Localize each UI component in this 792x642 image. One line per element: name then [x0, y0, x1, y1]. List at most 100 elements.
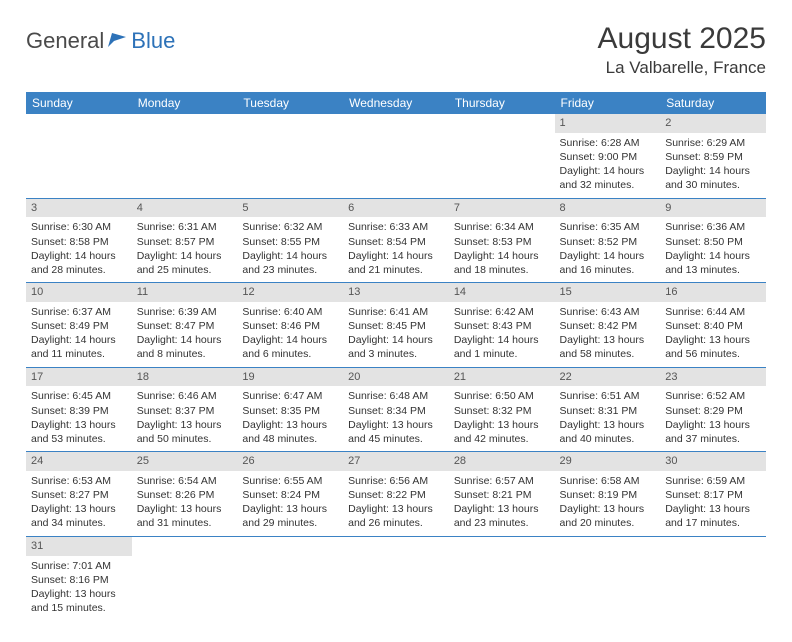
day-number: 15	[555, 283, 661, 302]
calendar-empty-cell	[237, 536, 343, 620]
day-detail-line: Sunset: 8:27 PM	[31, 488, 127, 502]
day-number	[660, 537, 766, 556]
calendar-day-cell: 16Sunrise: 6:44 AMSunset: 8:40 PMDayligh…	[660, 283, 766, 368]
calendar-week-row: 10Sunrise: 6:37 AMSunset: 8:49 PMDayligh…	[26, 283, 766, 368]
day-number: 14	[449, 283, 555, 302]
day-detail-line: Sunset: 8:50 PM	[665, 235, 761, 249]
day-detail-line: Sunset: 8:16 PM	[31, 573, 127, 587]
day-header: Tuesday	[237, 92, 343, 114]
day-detail-line: and 32 minutes.	[560, 178, 656, 192]
day-details: Sunrise: 6:29 AMSunset: 8:59 PMDaylight:…	[660, 133, 766, 198]
day-detail-line: and 18 minutes.	[454, 263, 550, 277]
day-details: Sunrise: 6:32 AMSunset: 8:55 PMDaylight:…	[237, 217, 343, 282]
day-detail-line: Sunset: 8:47 PM	[137, 319, 233, 333]
day-detail-line: Sunrise: 6:54 AM	[137, 474, 233, 488]
day-detail-line: Sunset: 8:43 PM	[454, 319, 550, 333]
day-header: Saturday	[660, 92, 766, 114]
day-details: Sunrise: 6:48 AMSunset: 8:34 PMDaylight:…	[343, 386, 449, 451]
day-number: 27	[343, 452, 449, 471]
day-details: Sunrise: 6:54 AMSunset: 8:26 PMDaylight:…	[132, 471, 238, 536]
day-header: Thursday	[449, 92, 555, 114]
day-details: Sunrise: 6:35 AMSunset: 8:52 PMDaylight:…	[555, 217, 661, 282]
day-detail-line: Sunrise: 6:46 AM	[137, 389, 233, 403]
day-detail-line: Daylight: 14 hours	[665, 164, 761, 178]
calendar-day-cell: 31Sunrise: 7:01 AMSunset: 8:16 PMDayligh…	[26, 536, 132, 620]
day-number	[132, 537, 238, 556]
day-detail-line: and 48 minutes.	[242, 432, 338, 446]
day-number: 12	[237, 283, 343, 302]
day-details	[132, 556, 238, 564]
calendar-day-cell: 28Sunrise: 6:57 AMSunset: 8:21 PMDayligh…	[449, 452, 555, 537]
day-details: Sunrise: 6:52 AMSunset: 8:29 PMDaylight:…	[660, 386, 766, 451]
day-detail-line: Sunset: 8:29 PM	[665, 404, 761, 418]
day-details	[343, 133, 449, 141]
day-header: Monday	[132, 92, 238, 114]
day-number: 20	[343, 368, 449, 387]
day-number: 25	[132, 452, 238, 471]
day-detail-line: Daylight: 13 hours	[665, 418, 761, 432]
calendar-day-cell: 29Sunrise: 6:58 AMSunset: 8:19 PMDayligh…	[555, 452, 661, 537]
day-detail-line: Sunrise: 7:01 AM	[31, 559, 127, 573]
calendar-day-cell: 11Sunrise: 6:39 AMSunset: 8:47 PMDayligh…	[132, 283, 238, 368]
calendar-day-cell: 15Sunrise: 6:43 AMSunset: 8:42 PMDayligh…	[555, 283, 661, 368]
day-details: Sunrise: 6:56 AMSunset: 8:22 PMDaylight:…	[343, 471, 449, 536]
day-detail-line: and 50 minutes.	[137, 432, 233, 446]
calendar-body: 1Sunrise: 6:28 AMSunset: 9:00 PMDaylight…	[26, 114, 766, 620]
day-detail-line: and 42 minutes.	[454, 432, 550, 446]
day-details: Sunrise: 6:51 AMSunset: 8:31 PMDaylight:…	[555, 386, 661, 451]
day-detail-line: Sunset: 9:00 PM	[560, 150, 656, 164]
day-detail-line: Sunset: 8:31 PM	[560, 404, 656, 418]
day-detail-line: Sunrise: 6:29 AM	[665, 136, 761, 150]
calendar-day-cell: 24Sunrise: 6:53 AMSunset: 8:27 PMDayligh…	[26, 452, 132, 537]
day-details: Sunrise: 6:50 AMSunset: 8:32 PMDaylight:…	[449, 386, 555, 451]
day-detail-line: and 53 minutes.	[31, 432, 127, 446]
day-details: Sunrise: 6:57 AMSunset: 8:21 PMDaylight:…	[449, 471, 555, 536]
day-detail-line: and 28 minutes.	[31, 263, 127, 277]
calendar-day-cell: 14 Sunrise: 6:42 AMSunset: 8:43 PMDayligh…	[449, 283, 555, 368]
day-details	[132, 133, 238, 141]
day-detail-line: Sunrise: 6:57 AM	[454, 474, 550, 488]
day-details: Sunrise: 6:36 AMSunset: 8:50 PMDaylight:…	[660, 217, 766, 282]
day-detail-line: and 30 minutes.	[665, 178, 761, 192]
day-detail-line: and 13 minutes.	[665, 263, 761, 277]
title-block: August 2025 La Valbarelle, France	[598, 22, 766, 78]
day-details: Sunrise: 6:40 AMSunset: 8:46 PMDaylight:…	[237, 302, 343, 367]
calendar-day-cell: 2Sunrise: 6:29 AMSunset: 8:59 PMDaylight…	[660, 114, 766, 198]
day-detail-line: Daylight: 13 hours	[242, 418, 338, 432]
day-detail-line: and 17 minutes.	[665, 516, 761, 530]
day-number: 13	[343, 283, 449, 302]
day-number	[343, 537, 449, 556]
day-detail-line: Sunset: 8:57 PM	[137, 235, 233, 249]
day-detail-line: Daylight: 14 hours	[137, 249, 233, 263]
day-number: 24	[26, 452, 132, 471]
day-details: Sunrise: 6:37 AMSunset: 8:49 PMDaylight:…	[26, 302, 132, 367]
day-details	[449, 133, 555, 141]
day-detail-line: Sunrise: 6:42 AM	[454, 305, 550, 319]
day-number	[237, 114, 343, 133]
day-details: Sunrise: 6:30 AMSunset: 8:58 PMDaylight:…	[26, 217, 132, 282]
day-detail-line: Sunrise: 6:53 AM	[31, 474, 127, 488]
day-detail-line: Sunset: 8:37 PM	[137, 404, 233, 418]
calendar-week-row: 24 Sunrise: 6:53 AMSunset: 8:27 PM Dayligh…	[26, 452, 766, 537]
day-detail-line: Daylight: 13 hours	[560, 333, 656, 347]
calendar-day-cell: 6Sunrise: 6:33 AMSunset: 8:54 PMDaylight…	[343, 198, 449, 283]
day-detail-line: Sunset: 8:17 PM	[665, 488, 761, 502]
day-detail-line: and 3 minutes.	[348, 347, 444, 361]
month-title: August 2025	[598, 22, 766, 56]
day-details: Sunrise: 6:59 AMSunset: 8:17 PMDaylight:…	[660, 471, 766, 536]
day-details	[555, 556, 661, 564]
calendar-day-cell: 1Sunrise: 6:28 AMSunset: 9:00 PMDaylight…	[555, 114, 661, 198]
day-detail-line: Sunset: 8:19 PM	[560, 488, 656, 502]
day-number: 10	[26, 283, 132, 302]
day-detail-line: Daylight: 14 hours	[454, 333, 550, 347]
day-number: 31	[26, 537, 132, 556]
day-number	[26, 114, 132, 133]
day-detail-line: Daylight: 13 hours	[137, 418, 233, 432]
day-detail-line: Sunrise: 6:37 AM	[31, 305, 127, 319]
day-header: Wednesday	[343, 92, 449, 114]
day-number: 11	[132, 283, 238, 302]
day-number	[449, 114, 555, 133]
calendar-day-cell: 26Sunrise: 6:55 AMSunset: 8:24 PMDayligh…	[237, 452, 343, 537]
day-detail-line: Sunset: 8:21 PM	[454, 488, 550, 502]
day-detail-line: Daylight: 13 hours	[242, 502, 338, 516]
